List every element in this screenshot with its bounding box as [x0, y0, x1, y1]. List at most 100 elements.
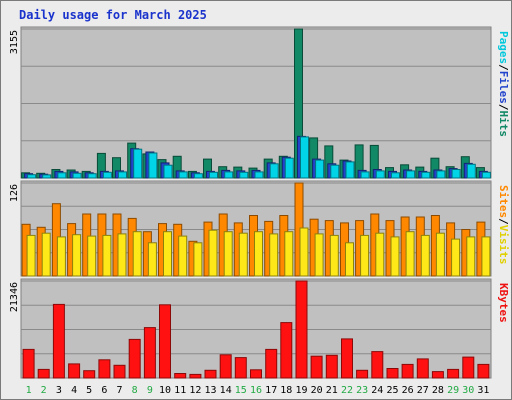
- bar-kbytes-day-17: [265, 348, 278, 379]
- bar-pages-day-23: [360, 171, 370, 179]
- bar-pages-day-18: [284, 157, 294, 179]
- bar-pages-day-5: [87, 173, 97, 179]
- bar-kbytes-day-14: [219, 354, 232, 379]
- bar-pages-day-3: [57, 172, 67, 179]
- day-label-13: 13: [204, 385, 216, 396]
- day-label-16: 16: [250, 385, 262, 396]
- bar-sites-day-27: [420, 234, 430, 277]
- chart-title: Daily usage for March 2025: [19, 8, 207, 22]
- y-max-label-hits-files-pages: 3155: [9, 30, 20, 54]
- bar-sites-day-16: [254, 231, 263, 277]
- bar-kbytes-day-22: [341, 338, 353, 379]
- legend-item-hits: Hits: [497, 111, 510, 138]
- day-label-25: 25: [386, 385, 398, 396]
- bar-pages-day-12: [193, 173, 203, 179]
- day-label-6: 6: [101, 385, 107, 396]
- bar-kbytes-day-30: [462, 356, 475, 379]
- bar-sites-day-7: [117, 233, 127, 277]
- bar-pages-day-9: [148, 152, 158, 179]
- day-label-29: 29: [447, 385, 459, 396]
- bar-pages-day-4: [72, 172, 82, 179]
- day-label-19: 19: [295, 385, 307, 396]
- bar-pages-day-25: [391, 172, 400, 179]
- day-label-31: 31: [477, 385, 489, 396]
- day-label-22: 22: [341, 385, 353, 396]
- plot-area-hits-files-pages: [20, 26, 492, 179]
- bar-pages-day-7: [118, 171, 127, 179]
- bar-sites-day-13: [208, 229, 218, 277]
- legend-item-files: Files: [497, 71, 510, 104]
- day-label-17: 17: [265, 385, 277, 396]
- legend-item-separator: /: [497, 104, 510, 111]
- day-label-21: 21: [326, 385, 338, 396]
- bar-kbytes-day-11: [174, 373, 187, 379]
- bar-sites-day-3: [56, 236, 66, 277]
- day-label-12: 12: [189, 385, 201, 396]
- bar-pages-day-31: [481, 171, 491, 179]
- day-label-27: 27: [417, 385, 429, 396]
- bar-sites-day-22: [345, 242, 354, 277]
- y-max-label-visits-sites: 126: [9, 184, 20, 202]
- bar-pages-day-28: [436, 170, 446, 179]
- bar-sites-day-20: [314, 233, 324, 277]
- day-label-26: 26: [402, 385, 414, 396]
- day-label-15: 15: [235, 385, 247, 396]
- bar-pages-day-26: [406, 170, 416, 179]
- bar-sites-day-4: [72, 234, 82, 277]
- bar-sites-day-10: [163, 231, 172, 277]
- bar-kbytes-day-8: [128, 338, 141, 379]
- bar-kbytes-day-29: [447, 368, 460, 379]
- bar-pages-day-2: [42, 174, 52, 179]
- bar-pages-day-8: [133, 148, 143, 179]
- bar-kbytes-day-28: [431, 371, 444, 379]
- bar-pages-day-29: [451, 169, 461, 179]
- bar-pages-day-21: [330, 164, 340, 179]
- bar-kbytes-day-7: [113, 364, 126, 379]
- bar-kbytes-day-4: [68, 363, 81, 379]
- bar-pages-day-19: [300, 136, 309, 179]
- day-label-1: 1: [26, 385, 32, 396]
- bar-pages-day-24: [375, 170, 385, 179]
- legend-item-kbytes: KBytes: [497, 283, 510, 323]
- bar-pages-day-15: [239, 171, 249, 179]
- bar-pages-day-30: [466, 163, 476, 179]
- bar-kbytes-day-9: [143, 327, 156, 379]
- legend-item-separator: /: [497, 64, 510, 71]
- legend-item-pages: Pages: [497, 31, 510, 64]
- bar-pages-day-6: [102, 171, 112, 179]
- bar-sites-day-6: [102, 234, 112, 277]
- bar-sites-day-24: [375, 232, 385, 277]
- bar-kbytes-day-15: [234, 357, 247, 379]
- bar-sites-day-31: [481, 236, 491, 277]
- bar-pages-day-16: [254, 171, 264, 179]
- bar-pages-day-20: [315, 159, 325, 179]
- day-label-9: 9: [147, 385, 153, 396]
- bar-sites-day-1: [26, 234, 36, 277]
- day-label-24: 24: [371, 385, 383, 396]
- day-label-8: 8: [132, 385, 138, 396]
- bar-sites-day-29: [451, 238, 461, 277]
- bar-kbytes-day-5: [83, 370, 96, 379]
- legend-item-visits: Visits: [497, 225, 510, 265]
- day-label-14: 14: [220, 385, 232, 396]
- legend-kbytes: KBytes: [497, 283, 510, 323]
- day-label-28: 28: [432, 385, 444, 396]
- legend-hits-files-pages: Pages/Files/Hits: [497, 31, 510, 137]
- bar-kbytes-day-24: [371, 351, 384, 379]
- legend-visits-sites: Sites/Visits: [497, 185, 510, 265]
- day-label-3: 3: [56, 385, 62, 396]
- bar-sites-day-11: [178, 235, 188, 277]
- bar-kbytes-day-6: [98, 359, 111, 379]
- bar-kbytes-day-10: [159, 304, 171, 379]
- bar-sites-day-5: [87, 235, 97, 277]
- bar-kbytes-day-3: [52, 303, 65, 379]
- day-label-2: 2: [41, 385, 47, 396]
- bar-sites-day-25: [390, 236, 400, 277]
- bar-sites-day-2: [41, 232, 51, 277]
- bar-pages-day-22: [345, 161, 355, 179]
- bar-kbytes-day-13: [204, 369, 217, 379]
- bar-sites-day-18: [284, 231, 294, 277]
- bar-kbytes-day-20: [310, 355, 323, 379]
- y-max-label-kbytes: 21346: [9, 282, 20, 312]
